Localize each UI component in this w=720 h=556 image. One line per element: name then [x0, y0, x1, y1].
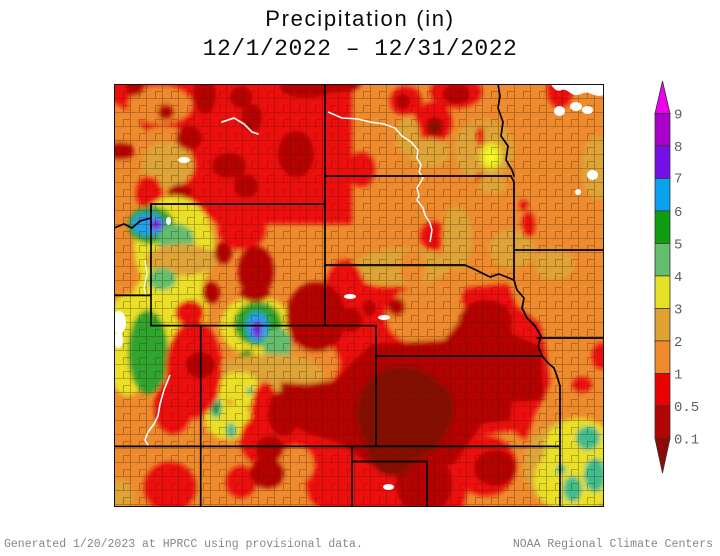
svg-text:5: 5: [674, 237, 682, 253]
svg-text:0.1: 0.1: [674, 432, 699, 448]
svg-text:8: 8: [674, 140, 682, 156]
svg-text:1: 1: [674, 367, 682, 383]
svg-text:7: 7: [674, 171, 682, 187]
svg-text:2: 2: [674, 335, 682, 351]
svg-text:3: 3: [674, 302, 682, 318]
svg-text:0.5: 0.5: [674, 400, 699, 416]
svg-text:6: 6: [674, 205, 682, 221]
svg-text:4: 4: [674, 270, 682, 286]
svg-text:9: 9: [674, 107, 682, 123]
